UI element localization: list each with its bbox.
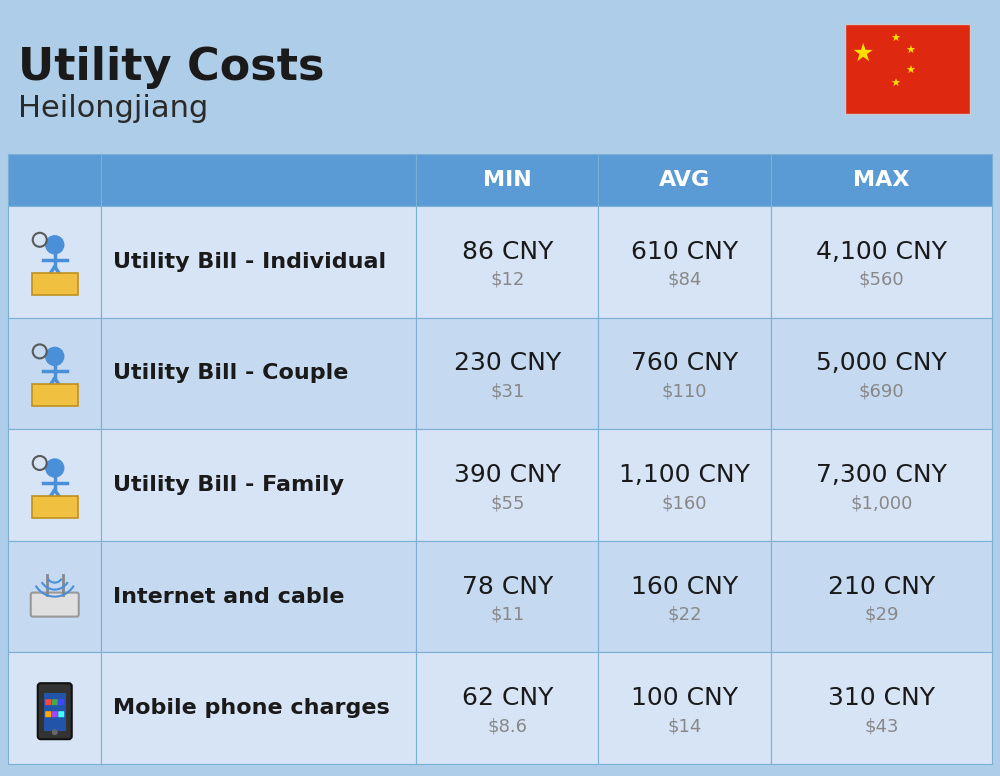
Text: MIN: MIN [483, 170, 532, 190]
Text: ★: ★ [905, 66, 915, 76]
Text: 210 CNY: 210 CNY [828, 574, 935, 598]
Text: 610 CNY: 610 CNY [631, 240, 738, 264]
Text: Utility Costs: Utility Costs [18, 46, 324, 89]
FancyBboxPatch shape [52, 711, 58, 717]
Text: $31: $31 [490, 383, 525, 400]
Text: 78 CNY: 78 CNY [462, 574, 553, 598]
Circle shape [46, 459, 64, 477]
FancyBboxPatch shape [101, 154, 416, 206]
Text: $160: $160 [662, 494, 707, 512]
Text: Utility Bill - Couple: Utility Bill - Couple [113, 363, 349, 383]
FancyBboxPatch shape [31, 593, 79, 617]
Text: $55: $55 [490, 494, 525, 512]
Text: Mobile phone charges: Mobile phone charges [113, 698, 390, 719]
FancyBboxPatch shape [598, 206, 771, 317]
FancyBboxPatch shape [771, 154, 992, 206]
Text: $8.6: $8.6 [487, 717, 527, 735]
FancyBboxPatch shape [52, 699, 58, 705]
Text: 1,100 CNY: 1,100 CNY [619, 463, 750, 487]
FancyBboxPatch shape [771, 317, 992, 429]
FancyBboxPatch shape [416, 429, 598, 541]
FancyBboxPatch shape [8, 429, 101, 541]
FancyBboxPatch shape [8, 317, 101, 429]
FancyBboxPatch shape [771, 541, 992, 653]
FancyBboxPatch shape [598, 541, 771, 653]
Text: 5,000 CNY: 5,000 CNY [816, 352, 947, 376]
Text: 100 CNY: 100 CNY [631, 686, 738, 710]
FancyBboxPatch shape [58, 711, 64, 717]
FancyBboxPatch shape [58, 699, 64, 705]
Text: $690: $690 [858, 383, 904, 400]
FancyBboxPatch shape [416, 541, 598, 653]
FancyBboxPatch shape [598, 653, 771, 764]
FancyBboxPatch shape [598, 154, 771, 206]
Text: 62 CNY: 62 CNY [462, 686, 553, 710]
FancyBboxPatch shape [8, 653, 101, 764]
Text: 310 CNY: 310 CNY [828, 686, 935, 710]
FancyBboxPatch shape [771, 429, 992, 541]
FancyBboxPatch shape [101, 653, 416, 764]
Text: ★: ★ [890, 79, 900, 89]
Text: $43: $43 [864, 717, 899, 735]
FancyBboxPatch shape [8, 154, 101, 206]
Circle shape [52, 729, 58, 735]
FancyBboxPatch shape [101, 317, 416, 429]
FancyBboxPatch shape [771, 653, 992, 764]
FancyBboxPatch shape [45, 699, 51, 705]
FancyBboxPatch shape [32, 496, 78, 518]
Text: 86 CNY: 86 CNY [462, 240, 553, 264]
Text: $29: $29 [864, 605, 899, 624]
FancyBboxPatch shape [101, 541, 416, 653]
Text: $1,000: $1,000 [850, 494, 912, 512]
Text: 160 CNY: 160 CNY [631, 574, 738, 598]
FancyBboxPatch shape [416, 206, 598, 317]
FancyBboxPatch shape [32, 384, 78, 407]
Text: Utility Bill - Individual: Utility Bill - Individual [113, 251, 387, 272]
FancyBboxPatch shape [44, 693, 66, 731]
Text: 760 CNY: 760 CNY [631, 352, 738, 376]
FancyBboxPatch shape [416, 154, 598, 206]
FancyBboxPatch shape [101, 206, 416, 317]
Text: $560: $560 [858, 271, 904, 289]
Text: Internet and cable: Internet and cable [113, 587, 345, 607]
Text: Utility Bill - Family: Utility Bill - Family [113, 475, 344, 495]
FancyBboxPatch shape [38, 683, 72, 740]
Circle shape [46, 348, 64, 365]
FancyBboxPatch shape [771, 206, 992, 317]
Text: Heilongjiang: Heilongjiang [18, 94, 208, 123]
FancyBboxPatch shape [598, 317, 771, 429]
Text: MAX: MAX [853, 170, 910, 190]
FancyBboxPatch shape [845, 24, 970, 114]
Text: AVG: AVG [659, 170, 710, 190]
Text: $110: $110 [662, 383, 707, 400]
Text: $22: $22 [667, 605, 702, 624]
FancyBboxPatch shape [32, 273, 78, 295]
Text: 230 CNY: 230 CNY [454, 352, 561, 376]
FancyBboxPatch shape [101, 429, 416, 541]
Text: $12: $12 [490, 271, 525, 289]
Text: ★: ★ [890, 34, 900, 44]
FancyBboxPatch shape [416, 317, 598, 429]
Text: $84: $84 [667, 271, 702, 289]
FancyBboxPatch shape [416, 653, 598, 764]
FancyBboxPatch shape [8, 206, 101, 317]
Text: ★: ★ [905, 46, 915, 56]
Text: $14: $14 [667, 717, 702, 735]
FancyBboxPatch shape [8, 541, 101, 653]
Text: 390 CNY: 390 CNY [454, 463, 561, 487]
Text: $11: $11 [490, 605, 525, 624]
Text: 7,300 CNY: 7,300 CNY [816, 463, 947, 487]
FancyBboxPatch shape [45, 711, 51, 717]
FancyBboxPatch shape [598, 429, 771, 541]
Text: ★: ★ [852, 42, 874, 66]
Circle shape [46, 236, 64, 254]
Text: 4,100 CNY: 4,100 CNY [816, 240, 947, 264]
